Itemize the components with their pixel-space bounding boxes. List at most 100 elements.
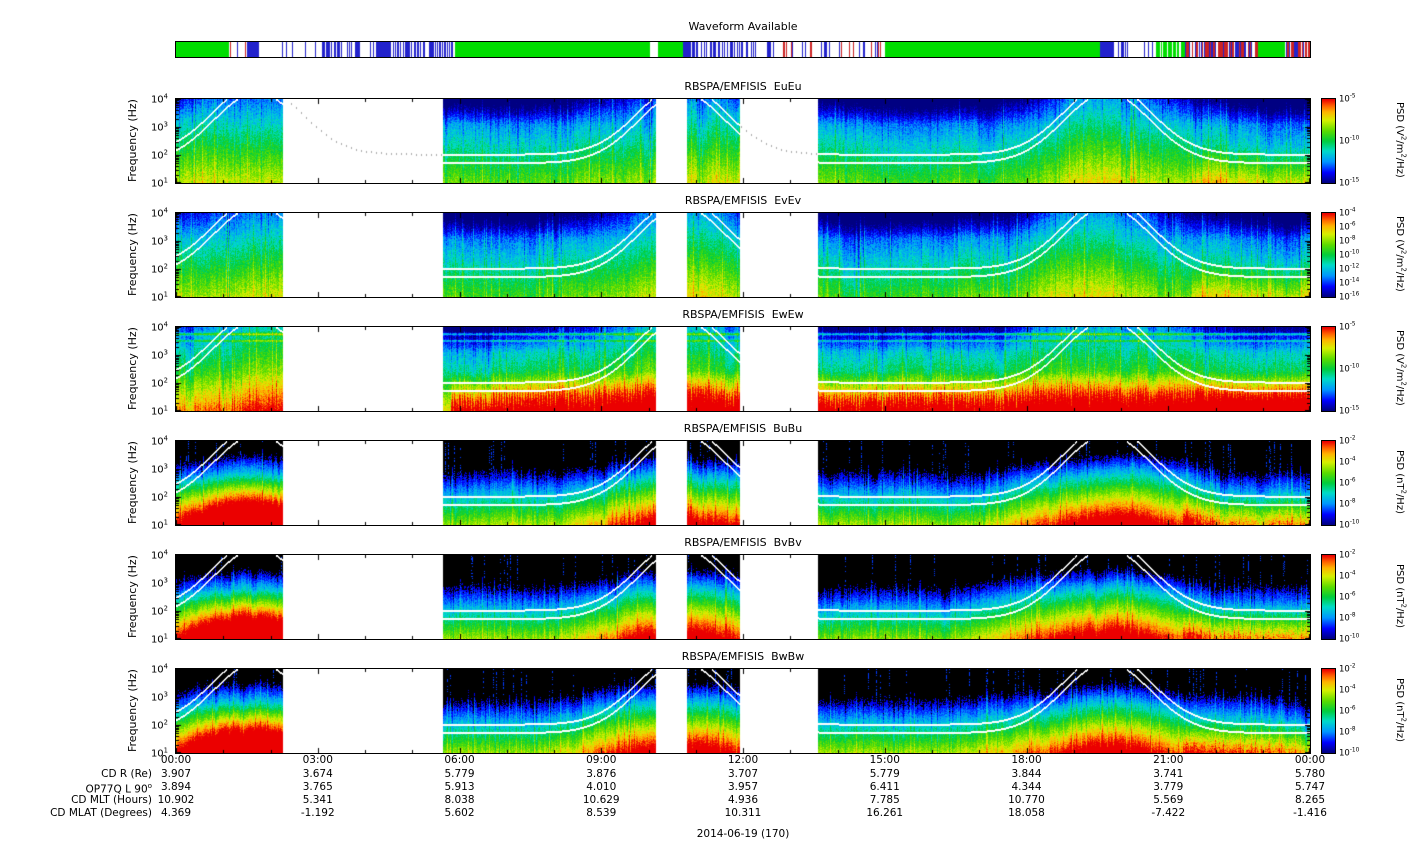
panel-EvEv: RBSPA/EMFISIS EvEv Frequency (Hz) 104 103… — [0, 192, 1408, 306]
y-tick-label: 103 — [150, 120, 168, 134]
y-tick-labels: 104 103 102 101 — [140, 92, 172, 189]
y-tick-label: 102 — [150, 490, 168, 504]
y-axis-label: Frequency (Hz) — [126, 327, 139, 411]
panel-title: RBSPA/EMFISIS EwEw — [682, 308, 804, 321]
y-tick-labels: 104 103 102 101 — [140, 662, 172, 759]
ephemeris-value: 7.785 — [869, 794, 900, 806]
y-tick-label: 104 — [150, 662, 168, 676]
ephemeris-value: 8.539 — [586, 807, 617, 819]
colorbar-tick-label: 10-10 — [1339, 363, 1360, 375]
y-tick-label: 104 — [150, 548, 168, 562]
ephemeris-value: 5.780 — [1294, 768, 1326, 780]
spectrogram-BwBw — [175, 668, 1311, 754]
y-tick-label: 103 — [150, 348, 168, 362]
ephemeris-value: 8.038 — [444, 794, 475, 806]
ephemeris-value: 3.779 — [1153, 781, 1184, 793]
ephemeris-row-label: CD R (Re) — [101, 768, 152, 780]
colorbar-tick-label: 10-15 — [1339, 177, 1360, 189]
time-axis: 00:00 03:00 06:00 09:00 12:00 15:00 18:00 21:00… — [0, 754, 1408, 767]
colorbar-tick-label: 10-2 — [1339, 435, 1356, 447]
time-tick-label: 00:00 — [160, 754, 192, 766]
ephemeris-row-label: CD MLAT (Degrees) — [50, 807, 152, 819]
colorbar-tick-label: 10-15 — [1339, 405, 1360, 417]
ephemeris-row: CD MLAT (Degrees) 4.369 -1.192 5.602 8.539 10… — [0, 807, 1408, 820]
colorbar-tick-label: 10-10 — [1339, 747, 1360, 759]
ephemeris-value: 3.674 — [302, 768, 333, 780]
colorbar-EuEu — [1321, 98, 1336, 184]
colorbar-tick-label: 10-10 — [1339, 135, 1360, 147]
y-tick-label: 104 — [150, 206, 168, 220]
colorbar-tick-label: 10-6 — [1339, 591, 1356, 603]
colorbar-unit-label: PSD (V2/m2/Hz) — [1394, 216, 1408, 292]
colorbar-tick-labels: 10-4 10-6 10-8 10-10 10-12 10-14 10-16 — [1339, 208, 1391, 303]
y-tick-label: 101 — [150, 404, 168, 418]
date-label: 2014-06-19 (170) — [696, 828, 790, 840]
y-tick-labels: 104 103 102 101 — [140, 206, 172, 303]
ephemeris-value: -7.422 — [1151, 807, 1186, 819]
y-tick-label: 102 — [150, 148, 168, 162]
colorbar-unit-label: PSD (nT2/Hz) — [1394, 450, 1408, 514]
spectrogram-BvBv — [175, 554, 1311, 640]
panel-title: RBSPA/EMFISIS BuBu — [683, 422, 803, 435]
colorbar-EwEw — [1321, 326, 1336, 412]
ephemeris-value: 5.341 — [302, 794, 333, 806]
colorbar-tick-label: 10-12 — [1339, 263, 1360, 275]
time-tick-label: 00:00 — [1294, 754, 1326, 766]
colorbar-BvBv — [1321, 554, 1336, 640]
y-tick-label: 101 — [150, 518, 168, 532]
colorbar-tick-label: 10-14 — [1339, 277, 1360, 289]
time-tick-label: 18:00 — [1011, 754, 1042, 766]
ephemeris-value: 3.765 — [302, 781, 333, 793]
time-tick-label: 21:00 — [1153, 754, 1184, 766]
time-tick-label: 12:00 — [727, 754, 759, 766]
panel-EuEu: RBSPA/EMFISIS EuEu Frequency (Hz) 104 103… — [0, 78, 1408, 192]
ephemeris-value: 4.369 — [160, 807, 192, 819]
y-tick-label: 103 — [150, 690, 168, 704]
colorbar-tick-label: 10-4 — [1339, 570, 1356, 582]
ephemeris-value: 10.770 — [1008, 794, 1045, 806]
colorbar-unit-label: PSD (nT2/Hz) — [1394, 678, 1408, 742]
panel-title: RBSPA/EMFISIS BvBv — [684, 536, 802, 549]
colorbar-tick-label: 10-8 — [1339, 612, 1356, 624]
ephemeris-value: 4.010 — [586, 781, 617, 793]
colorbar-tick-label: 10-6 — [1339, 477, 1356, 489]
panel-title: RBSPA/EMFISIS EvEv — [684, 194, 802, 207]
y-tick-label: 101 — [150, 746, 168, 760]
ephemeris-value: -1.416 — [1293, 807, 1327, 819]
colorbar-tick-label: 10-5 — [1339, 93, 1356, 105]
y-tick-label: 102 — [150, 604, 168, 618]
ephemeris-value: 3.876 — [586, 768, 617, 780]
ephemeris-row: OP77Q L 90o 3.894 3.765 5.913 4.010 3.957 6.41… — [0, 781, 1408, 796]
ephemeris-value: 6.411 — [869, 781, 900, 793]
ephemeris-value: 3.741 — [1153, 768, 1184, 780]
ephemeris-row: CD R (Re) 3.907 3.674 5.779 3.876 3.707 5.779 3… — [0, 768, 1408, 781]
colorbar-EvEv — [1321, 212, 1336, 298]
spectrogram-EvEv — [175, 212, 1311, 298]
spectrogram-EwEw — [175, 326, 1311, 412]
time-tick-label: 09:00 — [586, 754, 617, 766]
time-tick-label: 06:00 — [444, 754, 475, 766]
waveform-availability-title: Waveform Available — [688, 20, 798, 33]
y-tick-label: 103 — [150, 462, 168, 476]
ephemeris-value: 5.913 — [444, 781, 475, 793]
ephemeris-value: 5.602 — [444, 807, 475, 819]
y-tick-label: 101 — [150, 290, 168, 304]
ephemeris-value: 3.907 — [160, 768, 192, 780]
colorbar-tick-label: 10-2 — [1339, 663, 1356, 675]
y-tick-label: 103 — [150, 234, 168, 248]
ephemeris-value: 16.261 — [866, 807, 904, 819]
ephemeris-value: 4.344 — [1011, 781, 1042, 793]
colorbar-unit-label: PSD (V2/m2/Hz) — [1394, 330, 1408, 406]
ephemeris-value: 10.902 — [157, 794, 195, 806]
colorbar-tick-label: 10-4 — [1339, 684, 1356, 696]
colorbar-tick-label: 10-4 — [1339, 456, 1356, 468]
y-axis-label: Frequency (Hz) — [126, 669, 139, 753]
ephemeris-value: 18.058 — [1008, 807, 1045, 819]
colorbar-tick-label: 10-16 — [1339, 291, 1360, 303]
y-tick-labels: 104 103 102 101 — [140, 320, 172, 417]
ephemeris-value: 10.311 — [724, 807, 762, 819]
panel-BwBw: RBSPA/EMFISIS BwBw Frequency (Hz) 104 103… — [0, 648, 1408, 762]
colorbar-unit-label: PSD (nT2/Hz) — [1394, 564, 1408, 628]
spectrogram-BuBu — [175, 440, 1311, 526]
y-tick-label: 101 — [150, 176, 168, 190]
